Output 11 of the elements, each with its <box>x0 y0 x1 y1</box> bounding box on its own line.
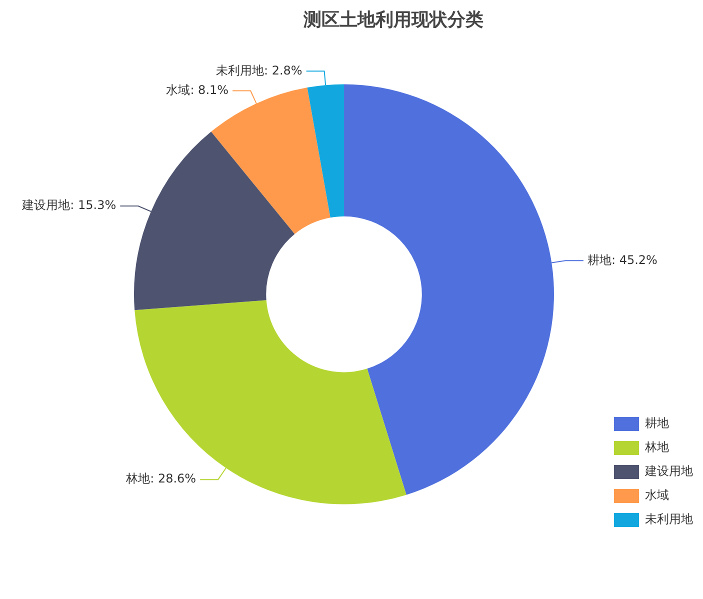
data-label: 林地: 28.6% <box>125 472 196 486</box>
legend-label: 林地 <box>644 440 669 454</box>
data-label: 耕地: 45.2% <box>587 252 658 267</box>
data-label: 水域: 8.1% <box>166 82 229 97</box>
legend-label: 未利用地 <box>645 512 693 526</box>
legend-label: 水域 <box>645 488 669 502</box>
chart-title: 测区土地利用现状分类 <box>302 9 484 30</box>
data-label: 未利用地: 2.8% <box>216 63 302 78</box>
data-label: 建设用地: 15.3% <box>21 198 116 212</box>
legend-label: 耕地 <box>645 416 669 430</box>
legend-label: 建设用地 <box>644 464 693 478</box>
